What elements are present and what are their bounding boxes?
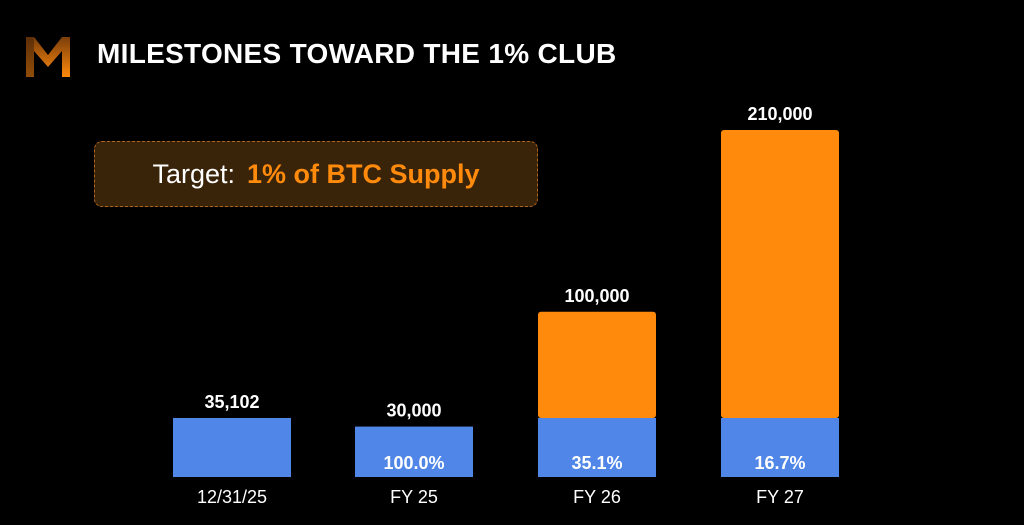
bar-percent-label: 16.7% <box>754 453 805 473</box>
bar-segment-additional <box>538 311 656 418</box>
bar-value-label: 210,000 <box>747 104 812 124</box>
bar-segment-base <box>173 418 291 477</box>
bar-segment-base <box>355 426 473 477</box>
bar-value-label: 30,000 <box>386 401 441 421</box>
bar-segment-base <box>538 418 656 477</box>
bar-segment-base <box>721 418 839 477</box>
bar-segment-additional <box>721 130 839 418</box>
bar-value-label: 100,000 <box>564 286 629 306</box>
x-tick-label: FY 27 <box>756 487 804 507</box>
bar-value-label: 35,102 <box>204 392 259 412</box>
target-value: 1% of BTC Supply <box>247 158 480 189</box>
brand-logo-icon <box>26 37 70 77</box>
x-tick-label: FY 26 <box>573 487 621 507</box>
bar-percent-label: 35.1% <box>571 453 622 473</box>
target-label: Target: <box>152 158 236 189</box>
page-title: MILESTONES TOWARD THE 1% CLUB <box>97 38 617 69</box>
x-tick-label: 12/31/25 <box>197 487 267 507</box>
bar-percent-label: 100.0% <box>383 453 444 473</box>
x-tick-label: FY 25 <box>390 487 438 507</box>
target-callout: Target: 1% of BTC Supply <box>94 141 538 207</box>
